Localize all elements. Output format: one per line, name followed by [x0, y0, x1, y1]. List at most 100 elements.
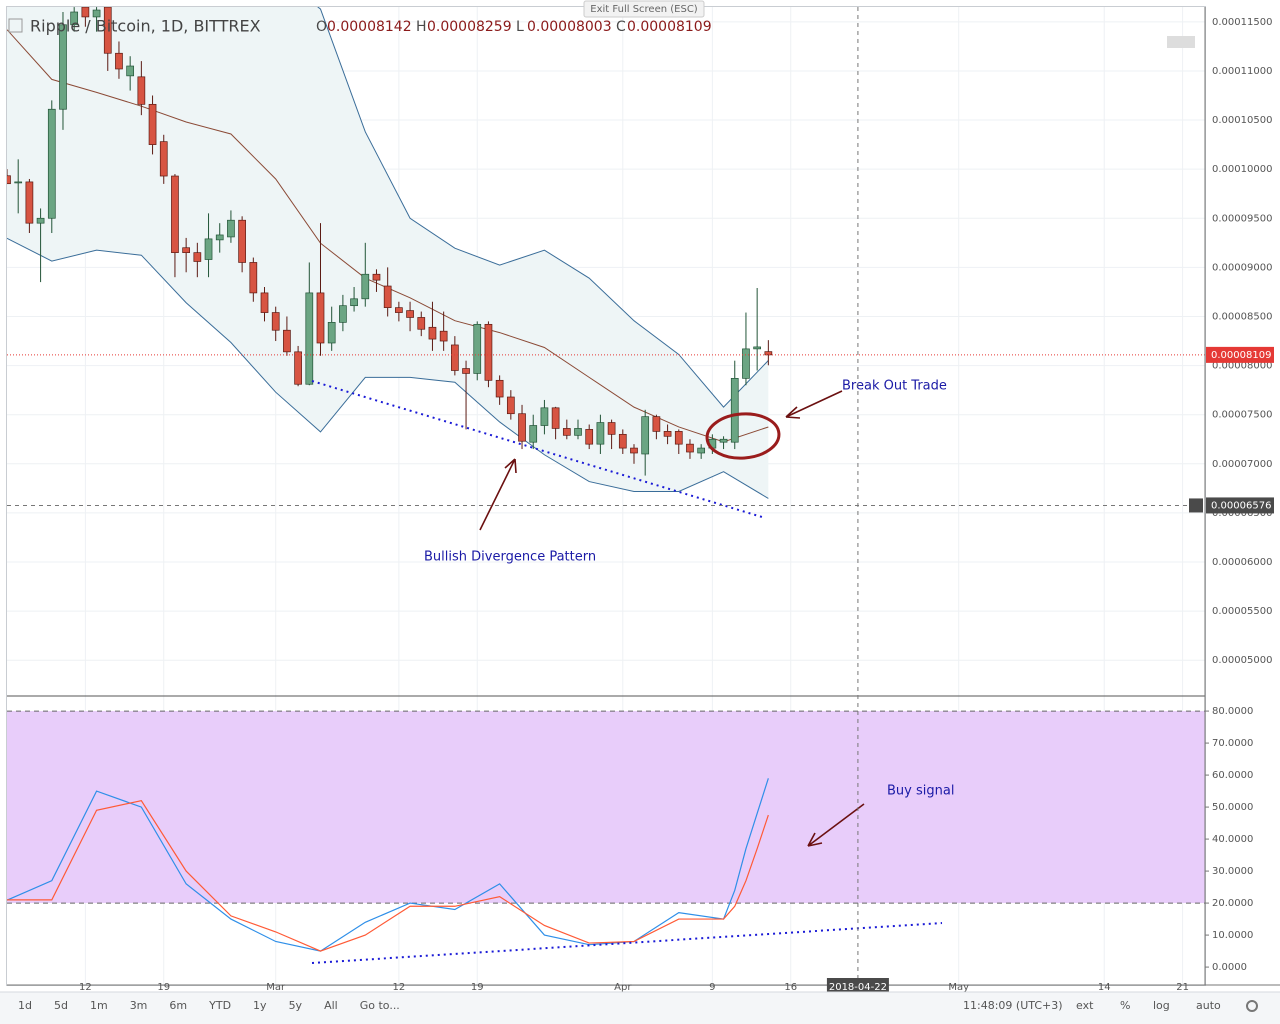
candle-body	[260, 292, 269, 313]
candle-body	[630, 447, 638, 454]
option-button[interactable]: auto	[1196, 999, 1221, 1012]
crosshair-plus[interactable]	[1189, 498, 1203, 513]
candle-body	[70, 11, 79, 26]
candle-body	[215, 234, 224, 241]
range-button[interactable]: 1d	[18, 999, 32, 1012]
crosshair-y-box	[1206, 497, 1274, 514]
settings-icon[interactable]	[1246, 1000, 1258, 1012]
candle-body	[697, 447, 706, 454]
x-tick-label: 19	[157, 982, 170, 993]
annotation: Break Out Trade	[842, 379, 947, 394]
y-tick-label: 0.00005500	[1212, 606, 1272, 617]
candle-body	[361, 273, 370, 300]
stoch-line	[7, 778, 769, 952]
candle-body	[406, 310, 414, 318]
x-tick-label: 12	[79, 982, 92, 993]
candle-body	[596, 422, 605, 445]
y-tick-label: 70.0000	[1212, 738, 1253, 749]
x-tick-label: 14	[1098, 982, 1111, 993]
candle-body	[115, 52, 123, 70]
candle-body	[686, 443, 694, 453]
y-tick-label: 0.00008000	[1212, 361, 1272, 372]
candle-body	[327, 322, 336, 344]
candle-body	[652, 416, 661, 432]
ohlc-value: 0.00008142	[327, 19, 412, 35]
y-tick-label: 0.00011500	[1212, 17, 1272, 28]
range-button[interactable]: 5d	[54, 999, 68, 1012]
candle-body	[103, 7, 112, 54]
arrow	[807, 803, 865, 847]
highlight-ellipse	[705, 412, 781, 460]
candle-body	[204, 238, 213, 260]
y-tick-label: 0.00007500	[1212, 410, 1272, 421]
candle-body	[618, 433, 627, 449]
y-tick-label: 0.00006000	[1212, 557, 1272, 568]
toolbar-bg	[0, 992, 1280, 1024]
candle-body	[764, 351, 773, 356]
candle-body	[753, 346, 761, 350]
candle-body	[663, 431, 672, 437]
exit-box[interactable]	[583, 0, 705, 18]
range-button[interactable]: 6m	[169, 999, 187, 1012]
ohlc-key: O	[316, 19, 327, 35]
candle-body	[417, 317, 426, 330]
candle-body	[439, 330, 448, 342]
band-fill	[7, 7, 769, 499]
y-tick-label: 0.00009000	[1212, 262, 1272, 273]
candle-body	[529, 425, 538, 443]
x-tick-label: May	[948, 982, 969, 993]
ohlc-value: 0.00008109	[627, 19, 712, 35]
x-tick-label: 9	[709, 982, 715, 993]
option-button[interactable]: %	[1120, 999, 1130, 1012]
range-button[interactable]: 1y	[253, 999, 267, 1012]
last-price-label: 0.00008109	[1211, 350, 1271, 361]
candle-body	[428, 326, 437, 340]
range-button[interactable]: 5y	[289, 999, 303, 1012]
range-button[interactable]: 1m	[90, 999, 108, 1012]
candle-body	[607, 422, 616, 435]
candle-body	[47, 108, 56, 219]
range-button[interactable]: YTD	[208, 999, 231, 1012]
candle-body	[395, 307, 403, 313]
candle-body	[574, 428, 582, 436]
candle-body	[551, 407, 560, 429]
goto-button[interactable]: Go to...	[360, 999, 400, 1012]
arrow	[479, 458, 517, 531]
x-tick-label: 12	[393, 982, 406, 993]
x-tick-label: 21	[1176, 982, 1189, 993]
candle-body	[137, 76, 146, 105]
collapse-icon[interactable]	[8, 18, 23, 33]
crosshair-x-label: 2018-04-22	[829, 982, 887, 993]
range-button[interactable]: 3m	[130, 999, 148, 1012]
candle-body	[159, 141, 168, 177]
y-tick-label: 40.0000	[1212, 834, 1253, 845]
exit-fullscreen[interactable]: Exit Full Screen (ESC)	[590, 4, 698, 15]
y-tick-label: 20.0000	[1212, 898, 1253, 909]
option-button[interactable]: ext	[1076, 999, 1094, 1012]
y-tick-label: 30.0000	[1212, 866, 1253, 877]
candle-body	[451, 344, 459, 371]
clock: 11:48:09 (UTC+3)	[963, 999, 1063, 1012]
y-tick-label: 0.0000	[1212, 962, 1247, 973]
ohlc-value: 0.00008259	[427, 19, 512, 35]
candle-body	[518, 413, 526, 442]
y-tick-label: 0.00008500	[1212, 311, 1272, 322]
x-tick-label: Apr	[614, 982, 632, 993]
candle-body	[641, 416, 650, 455]
range-button[interactable]: All	[324, 999, 338, 1012]
scroll-icons[interactable]	[1167, 36, 1195, 48]
candle-body	[148, 103, 157, 145]
candle-body	[283, 329, 291, 353]
candle-body	[350, 298, 358, 307]
y-tick-label: 0.00010500	[1212, 115, 1272, 126]
x-tick-label: Mar	[266, 982, 286, 993]
candle-body	[484, 323, 493, 381]
candle-body	[495, 379, 504, 398]
x-tick-label: 16	[784, 982, 797, 993]
candle-body	[92, 9, 101, 18]
option-button[interactable]: log	[1153, 999, 1170, 1012]
candle-body	[585, 429, 594, 445]
candle-body	[126, 65, 135, 77]
candle-body	[473, 323, 482, 374]
candle-body	[25, 181, 34, 224]
